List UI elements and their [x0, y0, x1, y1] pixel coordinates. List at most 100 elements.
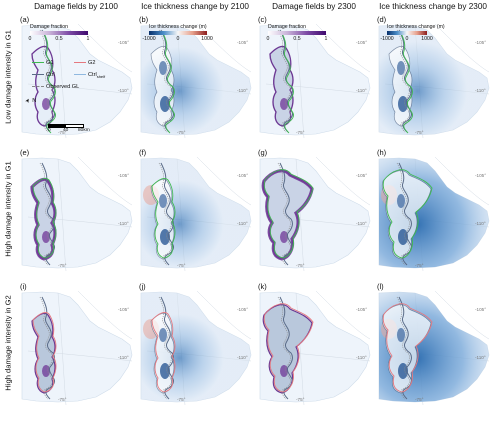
damage-patch: [42, 98, 50, 110]
map-panel: (h) -105° -110° -75°: [375, 147, 491, 271]
lon-label: -110°: [475, 88, 486, 93]
map-panel: (i) -105° -110° -75°: [18, 281, 134, 405]
panel-label: (g): [258, 148, 268, 157]
lon-label: -110°: [118, 221, 129, 226]
north-label: N: [32, 98, 37, 104]
panel-label: (b): [139, 15, 149, 24]
colorbar-tick: 1: [324, 36, 328, 42]
observed-gl-line: [39, 296, 53, 400]
legend-item-ctrl: Ctrl: [32, 72, 55, 78]
thinning-patch: [397, 194, 405, 208]
lat-label: -75°: [58, 263, 67, 268]
lon-label: -110°: [237, 88, 248, 93]
colorbar-tick: -1000: [142, 36, 156, 42]
map-panel: (a) -105° -110° -75° Damage fraction 0 0.5 1 G1 G…: [18, 14, 134, 138]
row-label-low-g1: Low damage intensity in G1: [3, 30, 13, 124]
lat-label: -75°: [177, 397, 186, 402]
lon-label: -105°: [475, 307, 487, 312]
ctrl-gl-line: [398, 162, 412, 266]
legend-item-ctrl-shelf: Ctrlshelf: [74, 72, 105, 79]
lon-label: -105°: [356, 40, 368, 45]
column-title-damage-2300: Damage fields by 2300: [272, 2, 356, 11]
colorbar-tick: 0: [405, 36, 409, 42]
lon-label: -105°: [356, 307, 368, 312]
panel-label: (i): [20, 282, 27, 291]
observed-gl-line: [277, 296, 291, 400]
colorbar-gradient: [387, 31, 427, 35]
damage-colorbar: Damage fraction 0 0.5 1: [28, 24, 90, 42]
colorbar-gradient: [268, 31, 326, 35]
observed-gl-line: [39, 162, 53, 266]
damage-patch: [280, 231, 288, 243]
colorbar-gradient: [30, 31, 88, 35]
panel-label: (k): [258, 282, 267, 291]
lon-label: -105°: [118, 40, 130, 45]
damage-band: [31, 45, 56, 127]
lat-label: -75°: [296, 263, 305, 268]
colorbar-tick: -1000: [380, 36, 394, 42]
g1-gl-line: [161, 30, 175, 134]
map-panel: (l) -105° -110° -75°: [375, 281, 491, 405]
thinning-patch: [159, 61, 167, 75]
observed-gl-line: [277, 29, 291, 133]
map-panel: (k) -105° -110° -75°: [256, 281, 372, 405]
ctrl-gl-line: [160, 162, 174, 266]
thinning-patch: [398, 96, 408, 112]
colorbar-tick: 0: [266, 36, 270, 42]
g1-ice-front: [32, 177, 57, 259]
observed-gl-line: [158, 29, 172, 133]
lon-label: -105°: [237, 173, 249, 178]
lat-label: -75°: [415, 130, 424, 135]
g1-ice-front: [263, 169, 314, 259]
thinning-patch: [398, 363, 408, 379]
ctrl-gl-line: [41, 296, 55, 400]
colorbar-title: Ice thickness change (m): [149, 24, 207, 30]
observed-gl-line: [158, 162, 172, 266]
colorbar-tick: 1: [86, 36, 90, 42]
g2-ice-front: [151, 311, 176, 393]
g1-gl-line: [42, 30, 56, 134]
g2-ice-front: [263, 303, 314, 393]
lon-label: -105°: [118, 173, 130, 178]
colorbar-tick: 0.5: [55, 36, 63, 42]
thinning-patch: [160, 96, 170, 112]
map-panel: (g) -105° -110° -75°: [256, 147, 372, 271]
colorbar-gradient: [149, 31, 207, 35]
map-panel: (d) -105° -110° -75° Ice thickness change (m…: [375, 14, 491, 138]
thinning-patch: [159, 328, 167, 342]
lat-label: -75°: [177, 263, 186, 268]
ctrl-gl-line: [160, 296, 174, 400]
panel-label: (a): [20, 15, 30, 24]
g2-ice-front: [32, 311, 57, 393]
colorbar-title: Damage fraction: [30, 24, 69, 30]
map-panel: (j) -105° -110° -75°: [137, 281, 253, 405]
observed-gl-line: [39, 29, 53, 133]
panel-label: (d): [377, 15, 387, 24]
scale-bar: 0 40 80km: [48, 124, 90, 134]
colorbar-tick: 0: [176, 36, 180, 42]
map-panel: (e) -105° -110° -75°: [18, 147, 134, 271]
g1-gl-line: [399, 30, 413, 134]
ctrl-gl-line: [41, 162, 55, 266]
row-label-high-g2: High damage intensity in G2: [3, 295, 13, 391]
panel-label: (j): [139, 282, 146, 291]
lon-label: -110°: [237, 355, 248, 360]
legend-item-observed-gl: Observed GL: [32, 84, 79, 90]
lon-label: -110°: [475, 221, 486, 226]
damage-band: [269, 45, 294, 127]
thickness-colorbar: Ice thickness change (m) -1000 0 1000: [142, 24, 212, 42]
ctrl-gl-line: [398, 296, 412, 400]
colorbar-tick: 1000: [201, 36, 213, 42]
colorbar-tick: 0.5: [293, 36, 301, 42]
damage-colorbar: Damage fraction 0 0.5 1: [266, 24, 328, 42]
north-arrow-icon: ➤ N: [24, 97, 37, 105]
thinning-patch: [160, 363, 170, 379]
ctrl-gl-line: [279, 296, 293, 400]
colorbar-title: Ice thickness change (m): [387, 24, 445, 30]
observed-gl-line: [396, 162, 410, 266]
lon-label: -105°: [237, 307, 249, 312]
colorbar-tick: 0: [28, 36, 32, 42]
g2-ice-front: [382, 303, 433, 393]
g1-ice-front: [151, 177, 176, 259]
lat-label: -75°: [415, 397, 424, 402]
